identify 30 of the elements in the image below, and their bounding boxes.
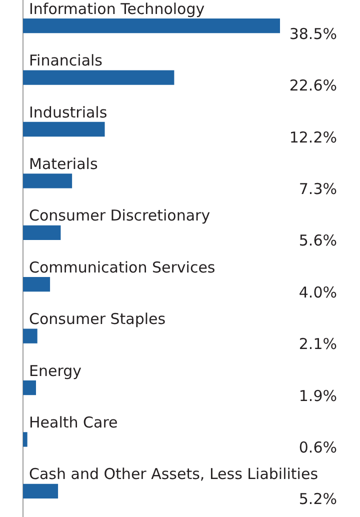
bar xyxy=(23,432,28,447)
data-label: 12.2% xyxy=(289,128,337,146)
data-label: 2.1% xyxy=(298,335,337,354)
bar xyxy=(23,70,174,85)
y-tick-label: Energy xyxy=(29,362,82,380)
data-label: 38.5% xyxy=(289,24,337,43)
data-label: 22.6% xyxy=(289,76,337,95)
bar xyxy=(23,484,58,498)
data-label: 7.3% xyxy=(298,180,337,198)
data-label: 1.9% xyxy=(298,386,337,405)
y-tick-label: Health Care xyxy=(29,413,118,432)
data-label: 5.2% xyxy=(298,490,337,508)
y-tick-label: Industrials xyxy=(29,103,108,122)
y-tick-label: Materials xyxy=(29,154,98,173)
bar xyxy=(23,328,38,344)
bar xyxy=(23,225,61,240)
data-label: 0.6% xyxy=(298,438,337,456)
y-tick-label: Consumer Discretionary xyxy=(29,206,210,225)
bar xyxy=(23,174,72,188)
y-tick-label: Cash and Other Assets, Less Liabilities xyxy=(29,465,318,484)
bar xyxy=(23,18,280,34)
data-label: 5.6% xyxy=(298,232,337,250)
y-tick-label: Financials xyxy=(29,52,103,70)
y-tick-label: Communication Services xyxy=(29,258,216,276)
y-tick-label: Consumer Staples xyxy=(29,310,166,328)
data-label: 4.0% xyxy=(298,283,337,302)
bar xyxy=(23,122,105,137)
bar xyxy=(23,380,36,396)
y-tick-label: Information Technology xyxy=(29,0,205,18)
bar xyxy=(23,277,50,292)
